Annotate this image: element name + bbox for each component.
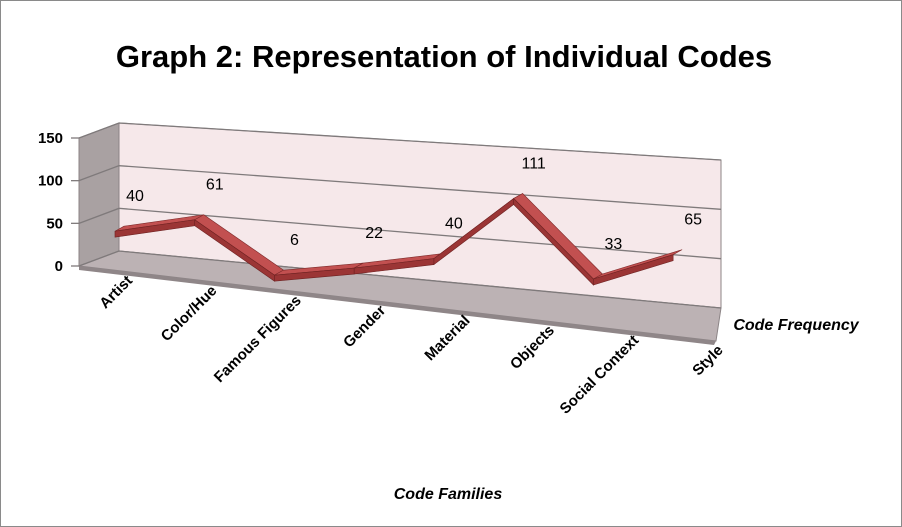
- data-label: 61: [206, 177, 224, 194]
- data-label: 40: [126, 188, 144, 205]
- data-label: 111: [521, 156, 545, 173]
- data-label: 40: [445, 216, 463, 233]
- y-tick-label: 0: [55, 258, 63, 275]
- data-label: 6: [290, 232, 299, 249]
- y-tick-label: 150: [38, 130, 63, 147]
- x-tick-label: Artist: [96, 272, 136, 312]
- x-tick-label: Famous Figures: [211, 292, 305, 386]
- data-label: 33: [604, 236, 622, 253]
- x-tick-label: Gender: [340, 302, 389, 351]
- x-tick-label: Style: [689, 342, 726, 379]
- data-label: 65: [684, 212, 702, 229]
- series-axis-title: Code Frequency: [733, 317, 859, 334]
- data-series: [114, 193, 683, 286]
- x-tick-label: Objects: [507, 322, 558, 373]
- gridline: [78, 207, 722, 260]
- y-axis: 0 50 100 150: [38, 130, 79, 275]
- gridline: [78, 250, 722, 309]
- x-tick-label: Material: [421, 312, 473, 364]
- chart-title: Graph 2: Representation of Individual Co…: [116, 39, 772, 74]
- data-labels: 40 61 6 22 40 111 33 65: [126, 156, 702, 253]
- x-axis-title: Code Families: [394, 486, 503, 503]
- y-tick-label: 100: [38, 173, 63, 190]
- chart-floor-edge: [79, 266, 716, 345]
- chart-side-wall: [78, 122, 120, 267]
- series-segment: [593, 254, 674, 286]
- x-tick-label: Social Context: [557, 332, 643, 418]
- data-label: 22: [365, 225, 383, 242]
- x-tick-label: Color/Hue: [158, 282, 221, 345]
- y-tick-label: 50: [46, 215, 63, 232]
- gridline: [78, 122, 722, 161]
